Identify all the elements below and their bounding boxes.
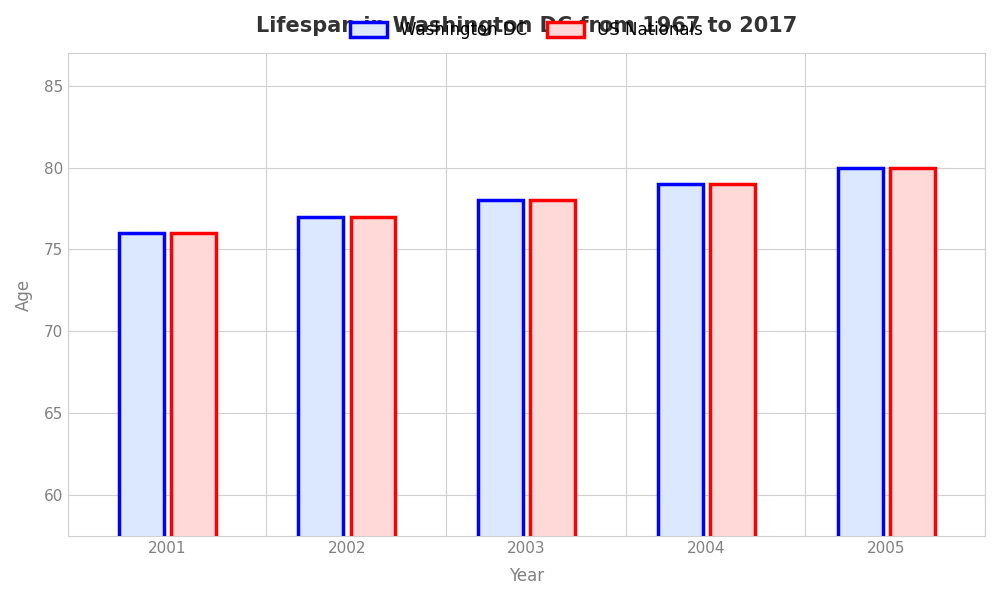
Bar	[478, 200, 523, 600]
Bar	[530, 200, 575, 600]
Bar	[171, 233, 216, 600]
Bar	[298, 217, 343, 600]
Bar	[710, 184, 755, 600]
Legend: Washington DC, US Nationals: Washington DC, US Nationals	[342, 13, 712, 47]
X-axis label: Year: Year	[509, 567, 544, 585]
Y-axis label: Age: Age	[15, 278, 33, 311]
Bar	[838, 167, 883, 600]
Bar	[658, 184, 703, 600]
Bar	[119, 233, 164, 600]
Title: Lifespan in Washington DC from 1967 to 2017: Lifespan in Washington DC from 1967 to 2…	[256, 16, 797, 36]
Bar	[890, 167, 935, 600]
Bar	[351, 217, 395, 600]
